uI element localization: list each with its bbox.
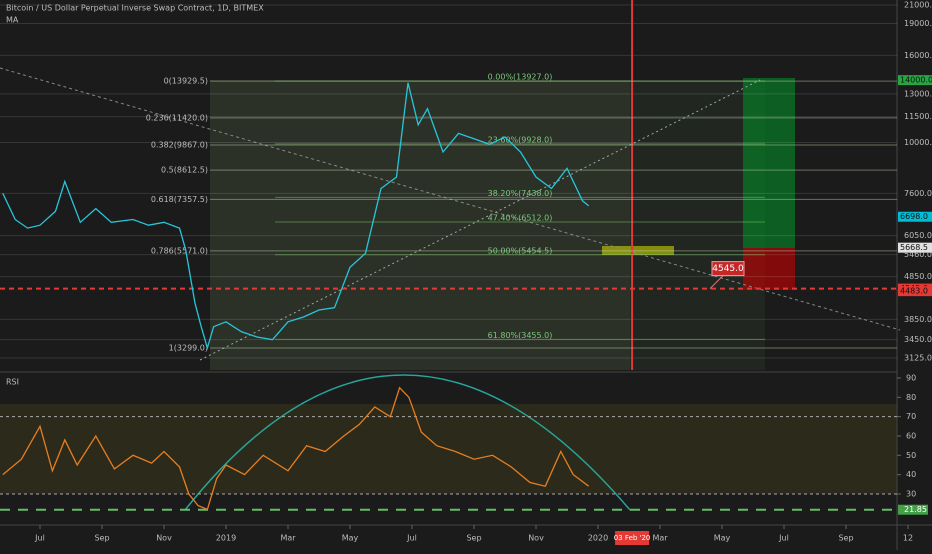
- time-tick-label: May: [342, 534, 359, 543]
- time-tick-label: Sep: [838, 534, 853, 543]
- time-tick-label: Sep: [94, 534, 109, 543]
- rsi-tick-label: 30: [906, 489, 916, 498]
- fib-label: 50.00%(5454.5): [488, 246, 553, 255]
- fib-label: 1(3299.0): [169, 343, 208, 352]
- time-tick-label: 12: [903, 534, 913, 543]
- time-tick-label: Jul: [406, 534, 417, 543]
- price-marker-label: 6698.0: [900, 212, 928, 221]
- price-tick-label: 3850.0: [904, 315, 932, 324]
- rsi-tick-label: 90: [906, 374, 916, 383]
- price-marker: [898, 75, 932, 86]
- time-tick-label: Mar: [652, 534, 668, 543]
- fib-label: 47.40%(6512.0): [488, 213, 553, 222]
- price-marker: [898, 286, 932, 297]
- price-tick-label: 10000.0: [904, 138, 932, 147]
- price-marker-label: 14000.0: [900, 76, 932, 85]
- highlight-box: [602, 246, 674, 255]
- fib-label: 0.5(8612.5): [161, 166, 208, 175]
- rsi-level-label: 21.85: [904, 505, 927, 514]
- rsi-line: [2, 386, 590, 511]
- fib-zone: [210, 80, 630, 370]
- price-tick-label: 5460.0: [904, 250, 932, 259]
- price-tick-label: 7600.0: [904, 189, 932, 198]
- time-tick-label: Nov: [156, 534, 172, 543]
- price-line: [2, 82, 590, 351]
- fib-label: 0.786(5571.0): [151, 246, 208, 255]
- price-tick-label: 19000.0: [904, 19, 932, 28]
- price-marker: [898, 211, 932, 222]
- fib-label: 0.236(11420.0): [146, 113, 208, 122]
- price-tick-label: 13000.0: [904, 89, 932, 98]
- fib-label: 38.20%(7438.0): [488, 189, 553, 198]
- fib-label: 0(13929.5): [164, 77, 208, 86]
- price-marker: [898, 242, 932, 253]
- rsi-tick-label: 60: [906, 431, 916, 440]
- fib-label: 23.60%(9928.0): [488, 135, 553, 144]
- trend-line: [0, 67, 901, 331]
- annotation-box: [711, 261, 745, 277]
- price-marker-label: 4483.0: [900, 287, 928, 296]
- time-tick-label: 2019: [216, 534, 236, 543]
- price-tick-label: 4850.0: [904, 272, 932, 281]
- rsi-tick-label: 40: [906, 470, 916, 479]
- fib-label: 0.382(9867.0): [151, 140, 208, 149]
- fib-label: 0.618(7357.5): [151, 195, 208, 204]
- rsi-label: RSI: [6, 378, 19, 387]
- time-tick-label: 2020: [588, 534, 608, 543]
- price-tick-label: 11500.0: [904, 112, 932, 121]
- rsi-tick-label: 80: [906, 393, 916, 402]
- price-tick-label: 21000.0: [904, 1, 932, 10]
- trend-line: [199, 79, 761, 361]
- price-tick-label: 3125.0: [904, 354, 932, 363]
- price-tick-label: 16000.0: [904, 51, 932, 60]
- time-tick-label: Nov: [528, 534, 544, 543]
- annotation-label: 4545.0: [712, 264, 744, 274]
- rsi-tick-label: 50: [906, 451, 916, 460]
- price-tick-label: 6050.0: [904, 231, 932, 240]
- indicator-label: MA: [6, 16, 19, 25]
- rsi-tick-label: 70: [906, 412, 916, 421]
- time-tick-label: May: [714, 534, 731, 543]
- cursor-box: [615, 531, 650, 545]
- target-box: [743, 78, 795, 248]
- price-marker-label: 5668.5: [900, 243, 928, 252]
- fib-label: 0.00%(13927.0): [488, 73, 553, 82]
- cursor-label: 03 Feb '20: [614, 534, 651, 542]
- price-tick-label: 3450.0: [904, 335, 932, 344]
- fib-zone-ext: [630, 80, 765, 370]
- time-tick-label: Sep: [466, 534, 481, 543]
- fib-label: 61.80%(3455.0): [488, 331, 553, 340]
- rsi-arc: [184, 374, 631, 511]
- time-tick-label: Jul: [778, 534, 789, 543]
- rsi-level-box: [898, 504, 928, 515]
- time-tick-label: Jul: [34, 534, 45, 543]
- chart-title: Bitcoin / US Dollar Perpetual Inverse Sw…: [6, 4, 264, 13]
- time-tick-label: Mar: [280, 534, 296, 543]
